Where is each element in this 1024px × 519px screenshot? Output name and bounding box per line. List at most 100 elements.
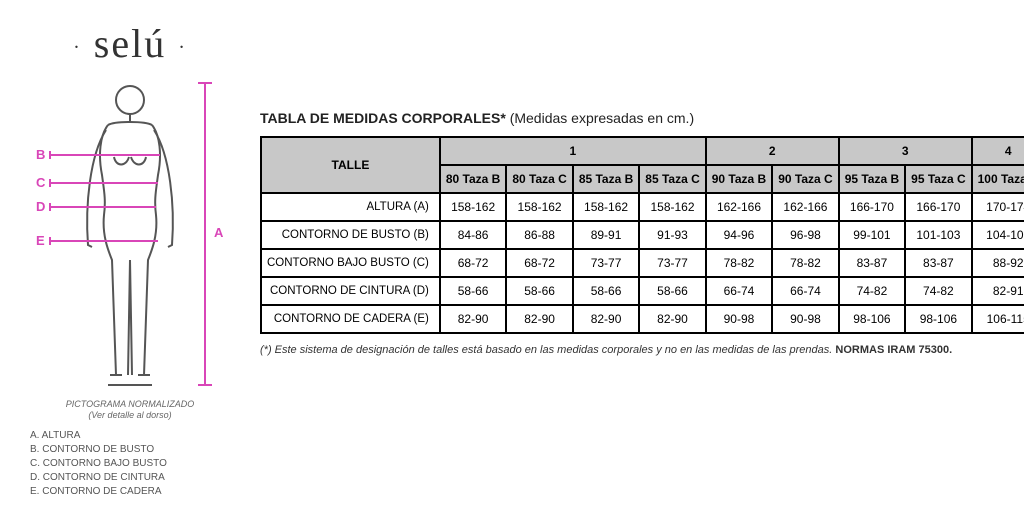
- brand-logo: · selú ·: [30, 20, 230, 67]
- table-cell: 99-101: [839, 221, 905, 249]
- marker-a: A: [214, 225, 223, 240]
- table-cell: 86-88: [506, 221, 572, 249]
- table-title-unit: (Medidas expresadas en cm.): [510, 110, 694, 126]
- footnote-norm: NORMAS IRAM 75300.: [835, 344, 952, 356]
- figure-svg: [30, 75, 230, 395]
- table-row: CONTORNO DE BUSTO (B)84-8686-8889-9191-9…: [261, 221, 1024, 249]
- table-cell: 83-87: [839, 249, 905, 277]
- table-cell: 66-74: [706, 277, 772, 305]
- legend-item: A. ALTURA: [30, 429, 230, 443]
- table-cell: 166-170: [839, 193, 905, 221]
- sub-header: 85 Taza B: [573, 165, 639, 193]
- table-cell: 74-82: [905, 277, 971, 305]
- table-cell: 58-66: [506, 277, 572, 305]
- table-cell: 158-162: [573, 193, 639, 221]
- marker-c: C: [36, 175, 45, 190]
- table-cell: 96-98: [772, 221, 838, 249]
- table-cell: 90-98: [772, 305, 838, 333]
- legend-item: C. CONTORNO BAJO BUSTO: [30, 457, 230, 471]
- table-cell: 74-82: [839, 277, 905, 305]
- table-cell: 82-90: [506, 305, 572, 333]
- sub-header: 80 Taza B: [440, 165, 506, 193]
- table-cell: 101-103: [905, 221, 971, 249]
- group-header: 1: [440, 137, 706, 165]
- sub-header: 90 Taza C: [772, 165, 838, 193]
- table-header-row-1: TALLE 1 2 3 4: [261, 137, 1024, 165]
- body-figure: B C D E A: [30, 75, 230, 395]
- sub-header: 100 Taza B: [972, 165, 1024, 193]
- table-cell: 98-106: [905, 305, 971, 333]
- row-label: CONTORNO DE BUSTO (B): [261, 221, 440, 249]
- table-cell: 78-82: [772, 249, 838, 277]
- table-cell: 104-106: [972, 221, 1024, 249]
- right-column: TABLA DE MEDIDAS CORPORALES* (Medidas ex…: [260, 20, 1024, 499]
- table-row: ALTURA (A)158-162158-162158-162158-16216…: [261, 193, 1024, 221]
- marker-d: D: [36, 199, 45, 214]
- row-label: ALTURA (A): [261, 193, 440, 221]
- table-cell: 106-115: [972, 305, 1024, 333]
- legend-item: D. CONTORNO DE CINTURA: [30, 471, 230, 485]
- table-cell: 170-174: [972, 193, 1024, 221]
- pictogram-caption: PICTOGRAMA NORMALIZADO (Ver detalle al d…: [30, 399, 230, 421]
- table-cell: 158-162: [639, 193, 705, 221]
- table-cell: 58-66: [573, 277, 639, 305]
- talle-header: TALLE: [261, 137, 440, 193]
- table-cell: 68-72: [440, 249, 506, 277]
- table-cell: 73-77: [639, 249, 705, 277]
- table-cell: 90-98: [706, 305, 772, 333]
- group-header: 3: [839, 137, 972, 165]
- table-cell: 94-96: [706, 221, 772, 249]
- table-cell: 82-90: [639, 305, 705, 333]
- row-label: CONTORNO DE CADERA (E): [261, 305, 440, 333]
- table-cell: 84-86: [440, 221, 506, 249]
- sub-header: 85 Taza C: [639, 165, 705, 193]
- table-cell: 158-162: [440, 193, 506, 221]
- table-cell: 158-162: [506, 193, 572, 221]
- table-cell: 162-166: [706, 193, 772, 221]
- table-body: ALTURA (A)158-162158-162158-162158-16216…: [261, 193, 1024, 333]
- table-cell: 66-74: [772, 277, 838, 305]
- group-header: 4: [972, 137, 1024, 165]
- picto-caption-2: (Ver detalle al dorso): [30, 410, 230, 421]
- table-cell: 58-66: [639, 277, 705, 305]
- table-cell: 82-90: [573, 305, 639, 333]
- table-cell: 91-93: [639, 221, 705, 249]
- table-row: CONTORNO DE CINTURA (D)58-6658-6658-6658…: [261, 277, 1024, 305]
- table-cell: 68-72: [506, 249, 572, 277]
- table-title-main: TABLA DE MEDIDAS CORPORALES*: [260, 110, 510, 126]
- table-cell: 58-66: [440, 277, 506, 305]
- table-cell: 162-166: [772, 193, 838, 221]
- legend-item: E. CONTORNO DE CADERA: [30, 485, 230, 499]
- legend-list: A. ALTURA B. CONTORNO DE BUSTO C. CONTOR…: [30, 429, 230, 499]
- table-cell: 166-170: [905, 193, 971, 221]
- table-head: TALLE 1 2 3 4 80 Taza B 80 Taza C 85 Taz…: [261, 137, 1024, 193]
- footnote: (*) Este sistema de designación de talle…: [260, 344, 1024, 356]
- brand-text: selú: [94, 21, 166, 66]
- sub-header: 80 Taza C: [506, 165, 572, 193]
- sub-header: 95 Taza C: [905, 165, 971, 193]
- table-title: TABLA DE MEDIDAS CORPORALES* (Medidas ex…: [260, 110, 1024, 126]
- table-cell: 98-106: [839, 305, 905, 333]
- page-root: · selú · B C D E A: [0, 0, 1024, 519]
- marker-b: B: [36, 147, 45, 162]
- row-label: CONTORNO BAJO BUSTO (C): [261, 249, 440, 277]
- left-column: · selú · B C D E A: [30, 20, 230, 499]
- sub-header: 90 Taza B: [706, 165, 772, 193]
- table-row: CONTORNO DE CADERA (E)82-9082-9082-9082-…: [261, 305, 1024, 333]
- table-cell: 78-82: [706, 249, 772, 277]
- table-cell: 89-91: [573, 221, 639, 249]
- table-cell: 83-87: [905, 249, 971, 277]
- table-cell: 88-92: [972, 249, 1024, 277]
- size-table: TALLE 1 2 3 4 80 Taza B 80 Taza C 85 Taz…: [260, 136, 1024, 334]
- table-row: CONTORNO BAJO BUSTO (C)68-7268-7273-7773…: [261, 249, 1024, 277]
- table-cell: 73-77: [573, 249, 639, 277]
- group-header: 2: [706, 137, 839, 165]
- marker-e: E: [36, 233, 45, 248]
- table-cell: 82-90: [440, 305, 506, 333]
- sub-header: 95 Taza B: [839, 165, 905, 193]
- picto-caption-1: PICTOGRAMA NORMALIZADO: [30, 399, 230, 410]
- legend-item: B. CONTORNO DE BUSTO: [30, 443, 230, 457]
- row-label: CONTORNO DE CINTURA (D): [261, 277, 440, 305]
- table-cell: 82-91: [972, 277, 1024, 305]
- footnote-text: (*) Este sistema de designación de talle…: [260, 344, 835, 356]
